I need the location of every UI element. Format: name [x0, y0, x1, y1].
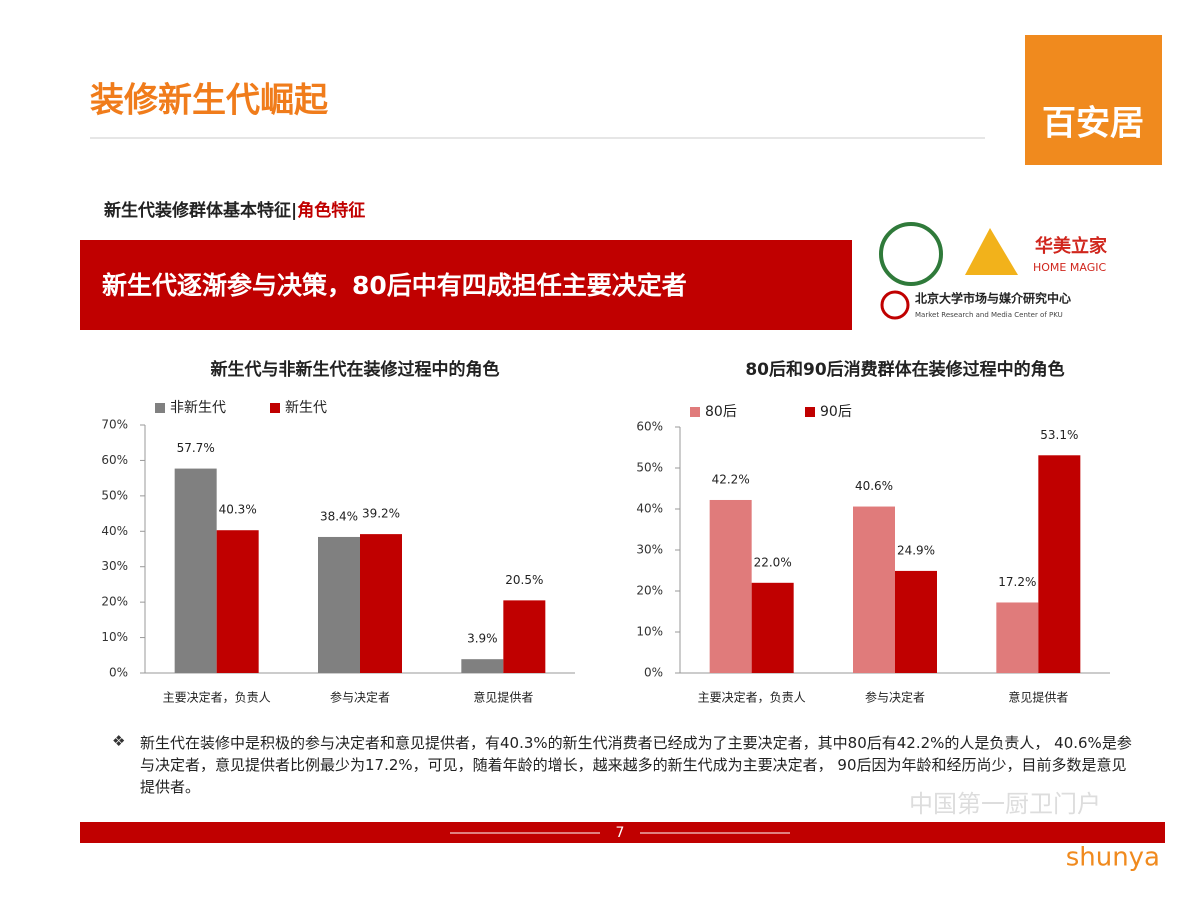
logo-text: 百安居: [1042, 104, 1144, 144]
value-label: 20.5%: [505, 573, 543, 587]
value-label: 17.2%: [998, 575, 1036, 589]
y-tick-label: 20%: [101, 595, 128, 609]
bar: [1038, 455, 1081, 673]
value-label: 39.2%: [362, 507, 400, 521]
bar: [751, 582, 794, 673]
y-tick-label: 10%: [101, 630, 128, 644]
footer-brand: shunya: [1066, 843, 1160, 873]
x-tick-label: 意见提供者: [1008, 690, 1068, 705]
bar: [461, 659, 504, 673]
legend-label: 非新生代: [170, 400, 226, 416]
x-tick-label: 意见提供者: [473, 690, 533, 705]
x-tick-label: 参与决定者: [330, 690, 390, 705]
chart-title: 新生代与非新生代在装修过程中的角色: [211, 359, 500, 380]
y-tick-label: 70%: [101, 418, 128, 432]
value-label: 57.7%: [177, 441, 215, 455]
value-label: 53.1%: [1040, 428, 1078, 442]
y-tick-label: 30%: [636, 543, 663, 557]
partner-logo-2: [965, 228, 1018, 275]
y-tick-label: 60%: [101, 453, 128, 467]
legend-label: 新生代: [285, 400, 327, 416]
bar: [174, 468, 217, 673]
bar: [895, 570, 937, 673]
value-label: 38.4%: [320, 509, 358, 523]
partner-name: 北京大学市场与媒介研究中心: [915, 291, 1071, 306]
value-label: 42.2%: [712, 472, 750, 486]
y-tick-label: 60%: [636, 420, 663, 434]
y-tick-label: 50%: [636, 461, 663, 475]
y-tick-label: 0%: [644, 666, 663, 680]
x-tick-label: 参与决定者: [865, 690, 925, 705]
x-tick-label: 主要决定者，负责人: [698, 690, 806, 705]
value-label: 3.9%: [467, 632, 498, 646]
bar: [216, 530, 259, 673]
legend-label: 80后: [705, 404, 737, 420]
page-number: 7: [616, 825, 625, 841]
chart-title: 80后和90后消费群体在装修过程中的角色: [745, 359, 1064, 380]
y-tick-label: 50%: [101, 488, 128, 502]
legend-swatch: [155, 403, 165, 413]
note-text: 新生代在装修中是积极的参与决定者和意见提供者，有40.3%的新生代消费者已经成为…: [140, 734, 1132, 796]
legend-label: 90后: [820, 404, 852, 420]
bar: [360, 534, 402, 673]
banner-text: 新生代逐渐参与决策，80后中有四成担任主要决定者: [102, 271, 687, 300]
legend-swatch: [270, 403, 280, 413]
page-title: 装修新生代崛起: [90, 81, 329, 121]
value-label: 40.3%: [219, 503, 257, 517]
partner-name: 华美立家: [1035, 235, 1108, 257]
value-label: 22.0%: [754, 555, 792, 569]
partner-name-en: HOME MAGIC: [1033, 261, 1106, 274]
y-tick-label: 10%: [636, 625, 663, 639]
y-tick-label: 40%: [636, 502, 663, 516]
watermark: 中国第一厨卫门户: [909, 790, 1101, 818]
bar: [853, 506, 895, 673]
bar: [709, 499, 752, 673]
partner-name-en: Market Research and Media Center of PKU: [915, 311, 1063, 319]
section-label: 新生代装修群体基本特征|角色特征: [104, 200, 365, 221]
banner: [80, 240, 852, 330]
legend-swatch: [690, 407, 700, 417]
x-tick-label: 主要决定者，负责人: [163, 690, 271, 705]
value-label: 24.9%: [897, 543, 935, 557]
y-tick-label: 40%: [101, 524, 128, 538]
value-label: 40.6%: [855, 479, 893, 493]
legend-swatch: [805, 407, 815, 417]
y-tick-label: 30%: [101, 559, 128, 573]
bar: [996, 602, 1039, 673]
y-tick-label: 0%: [109, 666, 128, 680]
bullet: ❖: [112, 732, 126, 750]
footer-bar: [80, 822, 1165, 843]
logo-box: [1025, 35, 1162, 165]
partner-logo-3: [880, 290, 910, 320]
bar: [318, 536, 360, 673]
y-tick-label: 20%: [636, 584, 663, 598]
partner-logo-1: [879, 222, 943, 286]
bar: [503, 600, 546, 673]
